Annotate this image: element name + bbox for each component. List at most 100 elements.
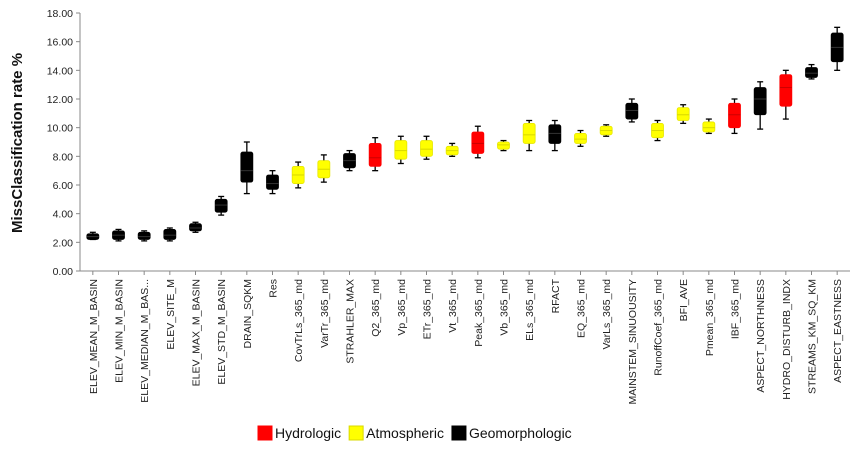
x-tick-label: ASPECT_NORTHNESS — [755, 279, 767, 393]
box-drain-sqkm — [240, 141, 254, 195]
box — [394, 140, 408, 160]
box — [471, 131, 485, 154]
box-res — [266, 170, 279, 195]
x-tick-label: MAINSTEM_SINUOUSITY — [627, 279, 639, 404]
x-tick-label: VarLs_365_md — [601, 279, 613, 350]
x-tick-label: BFI_AVE — [678, 279, 690, 321]
x-tick-label: Q2_365_md — [370, 279, 382, 337]
box-bfi-ave — [676, 104, 690, 125]
box — [779, 74, 793, 107]
x-tick-label: ELEV_STD_M_BASIN — [216, 279, 228, 385]
box — [214, 198, 228, 213]
box — [497, 141, 510, 150]
legend-label: Geomorphologic — [469, 425, 572, 441]
box — [805, 67, 818, 78]
box — [240, 151, 254, 183]
box-vp-365-md — [394, 135, 408, 165]
x-tick-label: ELs_365_md — [524, 279, 536, 341]
y-tick-label: 4.00 — [53, 209, 74, 221]
box-elev-std-m-basin — [214, 195, 228, 216]
x-tick-label: ELEV_SITE_M — [165, 279, 177, 350]
y-tick-label: 8.00 — [53, 151, 74, 163]
y-axis-label: MissClassification rate % — [9, 53, 26, 233]
x-tick-label: ELEV_MEAN_M_BASIN — [88, 279, 100, 394]
box-elev-mean-m-basin — [86, 231, 100, 241]
box-elev-site-m — [163, 227, 177, 242]
box — [676, 107, 690, 121]
box — [163, 229, 177, 240]
box — [728, 102, 741, 129]
y-tick-label: 0.00 — [53, 266, 74, 278]
x-tick-label: RFACT — [550, 278, 562, 313]
box — [420, 140, 433, 157]
box-mainstem-sinuousity — [625, 98, 639, 123]
box-elev-median-m-bas- — [137, 230, 151, 242]
box — [702, 121, 716, 133]
box — [266, 174, 279, 190]
legend-swatch — [348, 425, 364, 441]
x-tick-label: ELEV_MAX_M_BASIN — [191, 279, 203, 386]
legend: Hydrologic Atmospheric Geomorphologic — [257, 425, 572, 441]
box-vartr-365-md — [317, 154, 331, 183]
box — [368, 143, 382, 167]
x-tick-label: DRAIN_SQKM — [242, 279, 254, 348]
box-vb-365-md — [497, 139, 510, 152]
legend-item-hydrologic: Hydrologic — [257, 425, 341, 441]
x-tick-label: IBF_365_md — [730, 279, 742, 339]
x-tick-label: Pmean_365_md — [704, 279, 716, 356]
x-tick-label: STREAMS_KM_SQ_KM — [807, 279, 819, 394]
x-tick-label: ELEV_MEDIAN_M_BAS... — [139, 279, 151, 403]
box-etr-365-md — [420, 135, 433, 160]
x-tick-label: VarTr_365_md — [319, 279, 331, 348]
legend-item-geomorphologic: Geomorphologic — [451, 425, 572, 441]
box-plot-series — [86, 26, 844, 242]
box-hydro-disturb-indx — [779, 69, 793, 120]
box-covtrls-365-md — [291, 161, 305, 189]
legend-label: Atmospheric — [366, 425, 444, 441]
box-elev-max-m-basin — [189, 221, 202, 233]
y-tick-label: 14.00 — [47, 65, 73, 77]
box — [753, 87, 767, 116]
box-els-365-md — [522, 119, 536, 152]
box-strahler-max — [343, 149, 356, 172]
x-tick-label: Vt_365_md — [447, 279, 459, 333]
x-tick-label: HYDRO_DISTURB_INDX — [781, 279, 793, 400]
box-runoffcoef-365-md — [651, 119, 664, 142]
legend-label: Hydrologic — [275, 425, 341, 441]
box — [574, 132, 587, 144]
x-tick-label: ASPECT_EASTNESS — [832, 279, 844, 383]
legend-item-atmospheric: Atmospheric — [348, 425, 444, 441]
y-tick-label: 10.00 — [47, 123, 73, 135]
x-tick-label: RunoffCoef_365_md — [653, 279, 665, 376]
box-q2-365-md — [368, 137, 382, 172]
box — [522, 122, 536, 144]
box-varls-365-md — [599, 124, 613, 137]
box-eq-365-md — [574, 129, 587, 147]
box-peak-365-md — [471, 125, 485, 159]
y-axis: 0.00 2.00 4.00 6.00 8.00 10.00 12.00 14.00 16.00… — [47, 8, 81, 278]
box-elev-min-m-basin — [112, 228, 125, 242]
legend-swatch — [451, 425, 467, 441]
box-aspect-eastness — [830, 26, 844, 71]
box-vt-365-md — [445, 142, 459, 157]
y-tick-label: 16.00 — [47, 37, 73, 49]
x-axis: ELEV_MEAN_M_BASIN ELEV_MIN_M_BASIN ELEV_ME… — [80, 270, 850, 404]
box — [548, 124, 562, 144]
x-tick-label: Vb_365_md — [499, 279, 511, 336]
x-tick-label: STRAHLER_MAX — [345, 279, 357, 364]
x-tick-label: EQ_365_md — [576, 279, 588, 338]
x-tick-label: Vp_365_md — [396, 279, 408, 336]
x-tick-label: ELEV_MIN_M_BASIN — [114, 279, 126, 383]
x-tick-label: ETr_365_md — [422, 279, 434, 339]
y-tick-label: 2.00 — [53, 237, 74, 249]
x-tick-label: Peak_365_md — [473, 279, 485, 347]
legend-swatch — [257, 425, 273, 441]
y-tick-label: 6.00 — [53, 180, 74, 192]
box-pmean-365-md — [702, 118, 716, 135]
y-tick-label: 12.00 — [47, 94, 73, 106]
box — [625, 102, 639, 120]
box-rfact — [548, 119, 562, 152]
y-tick-label: 18.00 — [47, 8, 73, 20]
box — [189, 223, 202, 232]
